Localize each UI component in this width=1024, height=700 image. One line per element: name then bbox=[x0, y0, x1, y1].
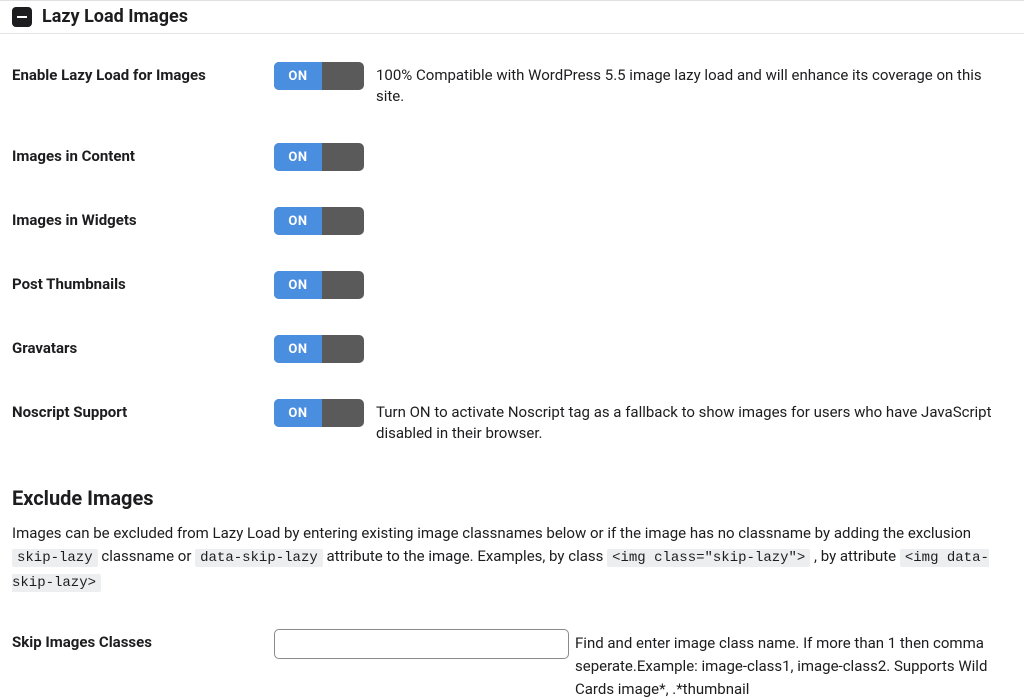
row-label: Images in Widgets bbox=[12, 207, 274, 229]
code-img-class-example: <img class="skip-lazy"> bbox=[607, 549, 810, 567]
settings-rows: Enable Lazy Load for Images ON 100% Comp… bbox=[0, 34, 1024, 462]
toggle-images-widgets[interactable]: ON bbox=[274, 207, 364, 235]
toggle-images-content[interactable]: ON bbox=[274, 143, 364, 171]
row-noscript-support: Noscript Support ON Turn ON to activate … bbox=[12, 381, 1012, 462]
toggle-post-thumbnails[interactable]: ON bbox=[274, 271, 364, 299]
desc-text: , by attribute bbox=[810, 547, 900, 565]
row-label: Images in Content bbox=[12, 143, 274, 165]
toggle-gravatars[interactable]: ON bbox=[274, 335, 364, 363]
row-label: Gravatars bbox=[12, 335, 274, 357]
row-control: ON bbox=[274, 143, 1012, 171]
row-label: Post Thumbnails bbox=[12, 271, 274, 293]
row-images-content: Images in Content ON bbox=[12, 125, 1012, 189]
row-control: ON bbox=[274, 335, 1012, 363]
row-control: ON 100% Compatible with WordPress 5.5 im… bbox=[274, 62, 1012, 107]
toggle-enable-lazy-load[interactable]: ON bbox=[274, 62, 364, 90]
exclude-images-title: Exclude Images bbox=[0, 462, 1024, 518]
panel-title: Lazy Load Images bbox=[42, 6, 188, 27]
row-control: ON bbox=[274, 207, 1012, 235]
row-label: Noscript Support bbox=[12, 399, 274, 421]
code-data-skip-lazy: data-skip-lazy bbox=[195, 549, 323, 567]
collapse-icon[interactable] bbox=[12, 7, 32, 27]
row-post-thumbnails: Post Thumbnails ON bbox=[12, 253, 1012, 317]
row-control: ON Turn ON to activate Noscript tag as a… bbox=[274, 399, 1012, 444]
toggle-on-label: ON bbox=[274, 271, 322, 299]
row-enable-lazy-load: Enable Lazy Load for Images ON 100% Comp… bbox=[12, 44, 1012, 125]
skip-images-classes-input[interactable] bbox=[274, 629, 569, 659]
toggle-on-label: ON bbox=[274, 143, 322, 171]
row-skip-images-classes: Skip Images Classes Find and enter image… bbox=[0, 595, 1024, 700]
lazy-load-panel: Lazy Load Images Enable Lazy Load for Im… bbox=[0, 0, 1024, 700]
toggle-on-label: ON bbox=[274, 335, 322, 363]
desc-text: Images can be excluded from Lazy Load by… bbox=[12, 524, 971, 542]
row-description: 100% Compatible with WordPress 5.5 image… bbox=[376, 62, 1012, 107]
toggle-noscript-support[interactable]: ON bbox=[274, 399, 364, 427]
toggle-on-label: ON bbox=[274, 399, 322, 427]
row-control: ON bbox=[274, 271, 1012, 299]
toggle-on-label: ON bbox=[274, 62, 322, 90]
row-label: Skip Images Classes bbox=[12, 629, 274, 651]
row-description: Turn ON to activate Noscript tag as a fa… bbox=[376, 399, 1012, 444]
skip-images-classes-description: Find and enter image class name. If more… bbox=[569, 629, 1012, 700]
row-label: Enable Lazy Load for Images bbox=[12, 62, 274, 84]
exclude-images-description: Images can be excluded from Lazy Load by… bbox=[0, 518, 1024, 595]
row-images-widgets: Images in Widgets ON bbox=[12, 189, 1012, 253]
panel-header[interactable]: Lazy Load Images bbox=[0, 1, 1024, 34]
toggle-on-label: ON bbox=[274, 207, 322, 235]
code-skip-lazy: skip-lazy bbox=[12, 549, 98, 567]
row-gravatars: Gravatars ON bbox=[12, 317, 1012, 381]
desc-text: classname or bbox=[98, 547, 196, 565]
desc-text: attribute to the image. Examples, by cla… bbox=[323, 547, 607, 565]
